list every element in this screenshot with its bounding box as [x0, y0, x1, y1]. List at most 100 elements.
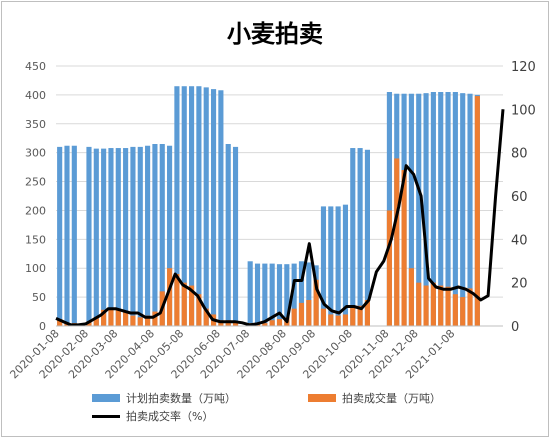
planned-bar [430, 92, 436, 326]
planned-bar [320, 206, 327, 326]
rate-line [55, 109, 505, 327]
planned-bar [174, 86, 180, 326]
planned-bar [123, 148, 129, 326]
legend-label-rate: 拍卖成交率（%） [126, 410, 214, 423]
planned-bar [291, 263, 297, 326]
planned-bar [203, 87, 209, 326]
sold-bar [306, 300, 312, 326]
sold-bar [394, 158, 400, 326]
sold-bar [386, 210, 392, 326]
planned-bar [145, 145, 151, 326]
sold-bar [416, 282, 422, 326]
bars [57, 86, 480, 327]
planned-bar [86, 146, 92, 326]
sold-bar [145, 315, 151, 326]
y-left-tick-label: 300 [25, 147, 46, 160]
planned-bar [57, 146, 63, 326]
y-right-tick-label: 100 [511, 103, 536, 118]
sold-bar [123, 311, 129, 326]
sold-bar [137, 317, 143, 326]
sold-bar [335, 315, 341, 326]
planned-bar [254, 263, 261, 326]
legend-item-sold: 拍卖成交量（万吨） [308, 390, 441, 406]
sold-bar [445, 286, 451, 326]
sold-bar [467, 288, 473, 326]
planned-bar [167, 145, 173, 326]
y-right-tick-label: 40 [511, 233, 528, 248]
planned-bar [115, 148, 121, 326]
planned-bar [196, 86, 202, 326]
planned-bar [218, 90, 224, 327]
sold-bar [320, 308, 327, 326]
sold-bar [57, 319, 63, 326]
planned-bar [247, 261, 253, 326]
sold-bar [291, 308, 297, 326]
sold-bar [276, 319, 283, 326]
sold-bar [342, 314, 349, 326]
y-left-tick-label: 450 [25, 60, 46, 73]
x-axis: 2020-01-082020-02-082020-03-082020-04-08… [7, 325, 503, 381]
legend: 计划拍卖数量（万吨） 拍卖成交量（万吨） 拍卖成交率（%） [0, 386, 550, 430]
planned-bar [408, 93, 414, 326]
planned-bar [152, 144, 158, 326]
sold-bar [167, 268, 173, 326]
sold-bar [474, 96, 480, 327]
planned-bar [210, 89, 217, 326]
sold-bar [328, 314, 334, 326]
planned-bar [328, 206, 334, 326]
legend-swatch-sold [308, 394, 336, 402]
sold-bar [115, 309, 121, 326]
legend-item-planned: 计划拍卖数量（万吨） [92, 390, 236, 406]
rate-series-line [55, 109, 505, 327]
sold-bar [93, 317, 99, 326]
planned-bar [357, 148, 363, 326]
sold-bar [152, 311, 158, 326]
sold-bar [203, 308, 209, 326]
sold-bar [350, 305, 356, 326]
sold-bar [130, 315, 136, 326]
planned-bar [64, 145, 70, 326]
y-right-tick-label: 20 [511, 277, 528, 292]
planned-bar [71, 145, 77, 326]
y-left-tick-label: 350 [25, 118, 46, 131]
planned-bar [93, 148, 99, 326]
planned-bar [306, 262, 312, 326]
y-axis-left: 0 50 100 150 200 250 300 350 400 450 [25, 60, 46, 333]
planned-bar [276, 264, 283, 326]
planned-bar [364, 149, 370, 326]
legend-item-rate: 拍卖成交率（%） [92, 408, 213, 424]
planned-bar [342, 204, 349, 326]
planned-bar [438, 92, 444, 326]
planned-bar [284, 264, 290, 326]
y-left-tick-label: 0 [39, 320, 46, 333]
sold-bar [357, 305, 363, 326]
sold-bar [313, 279, 319, 326]
y-right-tick-label: 0 [511, 320, 519, 335]
planned-bar [467, 93, 473, 326]
sold-bar [174, 274, 180, 326]
y-right-tick-label: 80 [511, 147, 528, 162]
planned-bar [189, 86, 195, 326]
sold-bar [460, 297, 466, 326]
planned-bar [445, 92, 451, 326]
y-left-tick-label: 400 [25, 89, 46, 102]
y-left-tick-label: 150 [25, 233, 46, 246]
chart-title: 小麦拍卖 [227, 20, 323, 48]
planned-bar [232, 146, 239, 326]
sold-bar [423, 285, 429, 326]
y-left-tick-label: 250 [25, 176, 46, 189]
sold-bar [269, 320, 275, 326]
planned-bar [262, 263, 268, 326]
sold-bar [181, 282, 187, 326]
planned-bar [159, 144, 165, 326]
sold-bar [189, 285, 195, 326]
planned-bar [225, 144, 231, 326]
y-left-tick-label: 100 [25, 262, 46, 275]
planned-bar [460, 93, 466, 327]
legend-swatch-planned [92, 394, 120, 402]
planned-bar [130, 146, 136, 326]
legend-swatch-rate [92, 414, 120, 418]
sold-bar [196, 294, 202, 326]
sold-bar [101, 309, 107, 326]
